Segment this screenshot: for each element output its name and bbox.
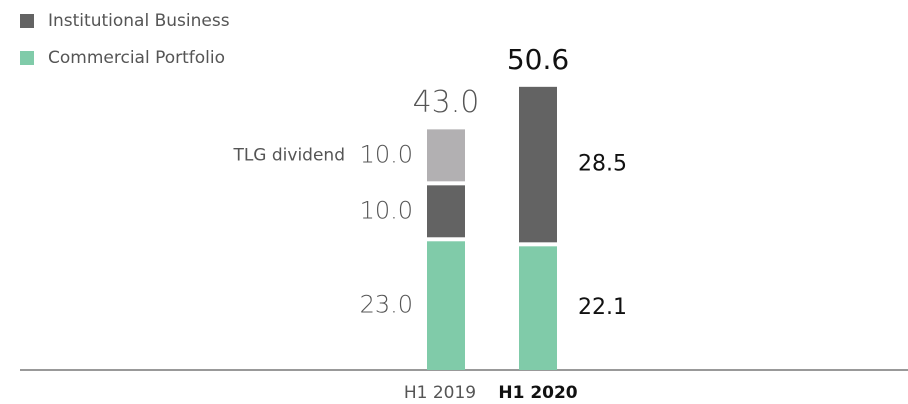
legend-swatch [20,51,34,65]
value-label: 22.1 [578,295,627,320]
x-tick-label: H1 2019 [404,383,476,403]
bar-segment [519,246,557,370]
value-label: 28.5 [578,152,627,177]
legend-swatch [20,14,34,28]
total-label: 50.6 [507,43,569,76]
bar-segment [427,185,465,238]
value-label: 10.0 [360,140,413,168]
bar-segment [427,241,465,370]
total-label: 43.0 [413,85,480,120]
value-label: 23.0 [360,291,413,319]
annotation-segment [427,129,465,182]
annotation-label: TLG dividend [232,145,345,165]
legend-label: Commercial Portfolio [48,48,225,68]
x-tick-label: H1 2020 [498,383,577,403]
value-label: 10.0 [360,196,413,224]
bar-segment [519,86,557,243]
legend-label: Institutional Business [48,11,230,31]
